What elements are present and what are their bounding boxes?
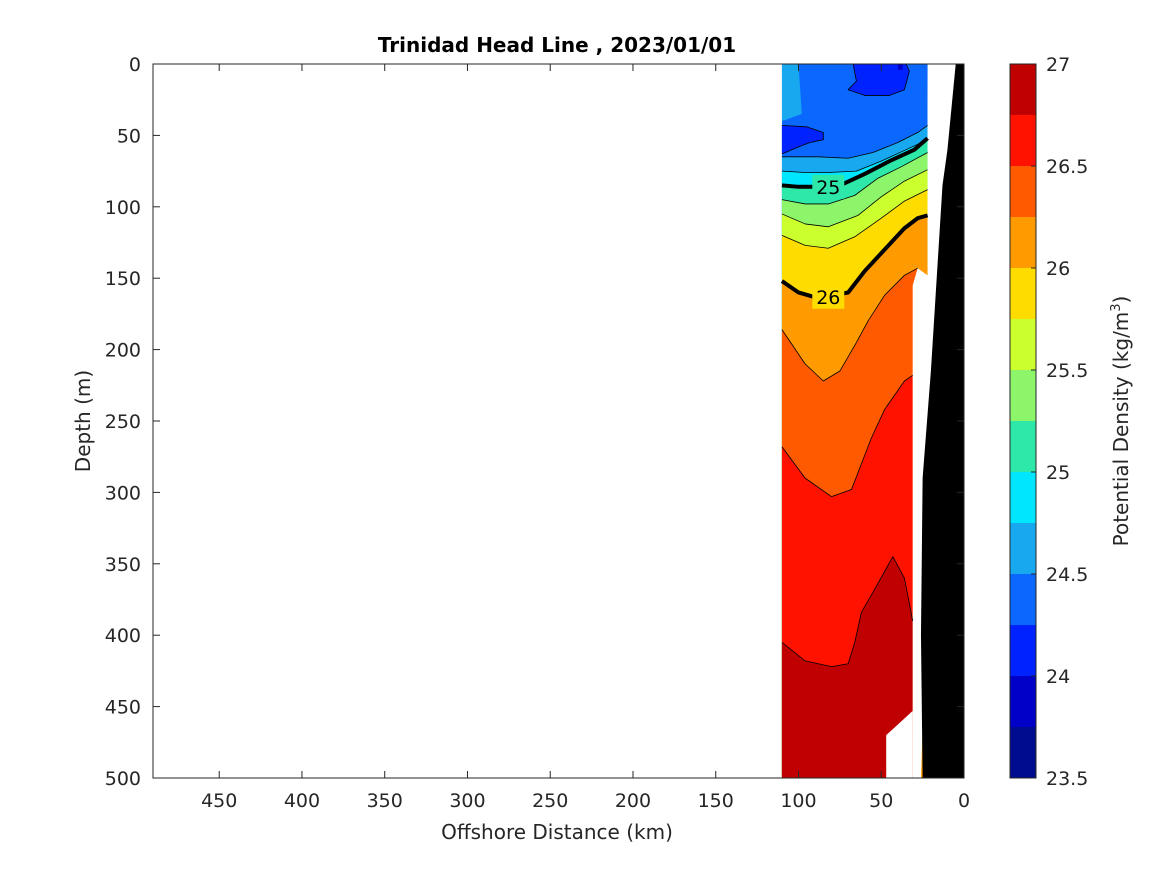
fill-region-23.75-24 [897,64,903,70]
y-axis-label: Depth (m) [71,370,95,472]
contour-line-25.25-5 [781,152,928,205]
colorbar-label-main: Potential Density (kg/m [1109,312,1133,547]
colorbar-swatch-25.25 [1010,370,1036,421]
x-tick-label-450: 450 [201,790,237,812]
colorbar-swatch-24.5 [1010,523,1036,574]
contour-line-layer [780,63,929,668]
fill-region-24.0-24.25-right [848,64,910,96]
contour-label-layer: 25 26 [812,174,845,309]
contour-line-26.5-10 [781,374,913,498]
colorbar-label-close: ) [1109,296,1133,304]
contour-line-26-8 [780,213,929,301]
seafloor-mask [920,64,964,778]
chart-title: Trinidad Head Line , 2023/01/01 [378,33,736,57]
x-tick-label-200: 200 [615,790,651,812]
colorbar-tick-label-23.5: 23.5 [1046,768,1088,790]
colorbar-swatches [1010,64,1036,778]
colorbar-swatch-24.25 [1010,574,1036,625]
colorbar-swatch-26.5 [1010,115,1036,166]
contour-label-bg-26 [812,284,845,309]
fill-region-24.0-24.25-left [781,125,824,154]
colorbar-swatch-24 [1010,625,1036,676]
colorbar-ticks: 27 26.5 26 25.5 25 24.5 24 23.5 [1031,54,1088,790]
y-tick-label-50: 50 [117,125,141,147]
contour-line-25-4 [781,136,929,189]
x-tick-label-300: 300 [449,790,485,812]
data-gap-1 [886,710,913,778]
colorbar-swatch-23.5 [1010,727,1036,778]
x-axis-label: Offshore Distance (km) [441,820,673,844]
contour-label-26: 26 [816,287,840,309]
colorbar-tick-label-25.5: 25.5 [1046,360,1088,382]
colorbar-swatch-26.75 [1010,64,1036,115]
colorbar-swatch-26 [1010,217,1036,268]
x-tick-label-400: 400 [284,790,320,812]
contour-line-24.75-3 [781,139,928,173]
contour-label-bg-25 [812,174,845,199]
x-tick-label-50: 50 [869,790,893,812]
colorbar: 27 26.5 26 25.5 25 24.5 24 23.5 Potential Densi… [1009,54,1133,790]
y-tick-label-250: 250 [105,411,141,433]
colorbar-tick-label-25: 25 [1046,462,1070,484]
colorbar-swatch-23.75 [1010,676,1036,727]
colorbar-tick-label-24: 24 [1046,666,1070,688]
colorbar-tick-label-26: 26 [1046,258,1070,280]
contour-line-25.75-7 [781,189,928,249]
contour-fill-layer [781,64,964,779]
x-axis-ticks: 450 400 350 300 250 200 150 100 50 0 [201,64,970,812]
y-tick-label-350: 350 [105,554,141,576]
colorbar-swatch-26.25 [1010,166,1036,217]
y-axis-ticks: 0 50 100 150 200 250 300 350 400 450 500 [105,54,964,790]
fill-region-26.75 [781,556,913,778]
contour-line-24.25-1 [847,63,910,96]
colorbar-tick-label-27: 27 [1046,54,1070,76]
colorbar-tick-label-26.5: 26.5 [1046,156,1088,178]
y-tick-label-450: 450 [105,697,141,719]
y-tick-label-100: 100 [105,197,141,219]
contour-line-25.5-6 [781,169,928,228]
colorbar-swatch-25 [1010,421,1036,472]
colorbar-swatch-25.75 [1010,268,1036,319]
y-tick-label-0: 0 [129,54,141,76]
y-tick-label-300: 300 [105,482,141,504]
contour-line-24.25-0 [781,125,824,155]
contour-label-25: 25 [816,177,840,199]
colorbar-tick-label-24.5: 24.5 [1046,564,1088,586]
contour-line-24.5-2 [781,125,928,159]
colorbar-swatch-25.5 [1010,319,1036,370]
x-tick-label-0: 0 [958,790,970,812]
contour-line-26.75-11 [781,556,914,668]
y-tick-label-200: 200 [105,340,141,362]
colorbar-label: Potential Density (kg/m3) [1109,296,1133,547]
x-tick-label-350: 350 [367,790,403,812]
colorbar-label-superscript: 3 [1109,303,1124,311]
x-tick-label-100: 100 [780,790,816,812]
fill-region-24.5-24.75 [781,64,802,122]
y-tick-label-500: 500 [105,768,141,790]
contour-line-26.25-9 [781,267,918,382]
colorbar-swatch-24.75 [1010,472,1036,523]
data-gap-0 [912,64,931,778]
y-tick-label-400: 400 [105,625,141,647]
x-tick-label-150: 150 [698,790,734,812]
y-tick-label-150: 150 [105,268,141,290]
colorbar-frame [1009,63,1037,779]
x-tick-label-250: 250 [532,790,568,812]
